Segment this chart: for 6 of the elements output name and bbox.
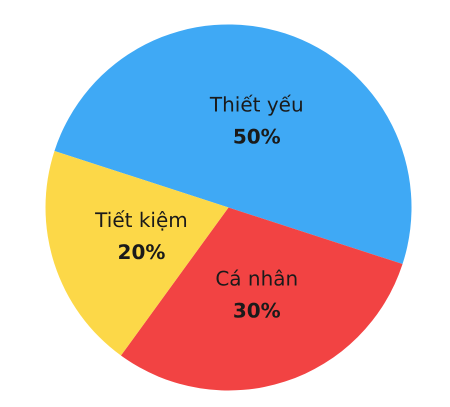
slice-label: Thiết yếu xyxy=(208,92,304,116)
data-label: 50% xyxy=(232,124,281,148)
slice-label: Cá nhân xyxy=(215,266,298,291)
data-label: 30% xyxy=(232,298,281,323)
slice-label: Tiết kiệm xyxy=(94,208,188,232)
data-label: 20% xyxy=(118,240,166,264)
